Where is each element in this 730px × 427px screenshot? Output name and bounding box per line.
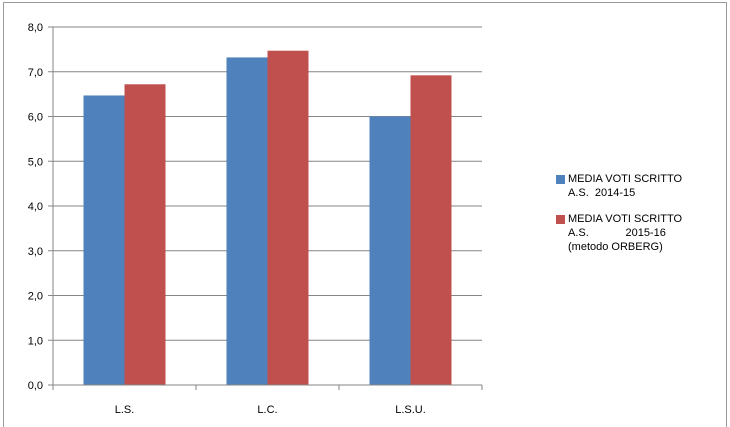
y-tick-label: 8,0 — [28, 22, 43, 34]
y-tick-label: 4,0 — [28, 201, 43, 213]
chart-area — [3, 2, 727, 427]
legend-label-series-2: MEDIA VOTI SCRITTO A.S. 2015-16 (metodo … — [568, 213, 683, 253]
y-tick-labels: 0,0 1,0 2,0 3,0 4,0 5,0 6,0 7,0 8,0 — [28, 22, 43, 392]
bar-series-2-2 — [267, 50, 309, 385]
legend: MEDIA VOTI SCRITTO A.S. 2014-15 MEDIA VO… — [556, 172, 726, 266]
x-tick-label: L.S.U. — [395, 404, 426, 416]
legend-label-series-1: MEDIA VOTI SCRITTO A.S. 2014-15 — [568, 173, 683, 199]
legend-item-series-2: MEDIA VOTI SCRITTO A.S. 2015-16 (metodo … — [556, 212, 726, 254]
bar-series-1-1 — [83, 95, 125, 385]
legend-swatch-series-1 — [556, 175, 565, 184]
x-tick-labels: L.S. L.C. L.S.U. — [115, 404, 426, 416]
bar-series-1-2 — [226, 57, 268, 386]
axes — [48, 26, 483, 390]
y-tick-label: 2,0 — [28, 291, 43, 303]
y-tick-label: 5,0 — [28, 156, 43, 168]
y-tick-label: 6,0 — [28, 112, 43, 124]
bars — [83, 50, 452, 386]
bar-series-1-3 — [369, 116, 411, 385]
y-tick-label: 1,0 — [28, 335, 43, 347]
legend-item-series-1: MEDIA VOTI SCRITTO A.S. 2014-15 — [556, 172, 726, 200]
y-tick-label: 0,0 — [28, 380, 43, 392]
y-tick-label: 7,0 — [28, 67, 43, 79]
bar-series-2-3 — [410, 75, 452, 385]
legend-swatch-series-2 — [556, 215, 565, 224]
x-tick-label: L.C. — [257, 404, 277, 416]
x-tick-label: L.S. — [115, 404, 135, 416]
y-tick-label: 3,0 — [28, 246, 43, 258]
bar-series-2-1 — [124, 84, 166, 385]
